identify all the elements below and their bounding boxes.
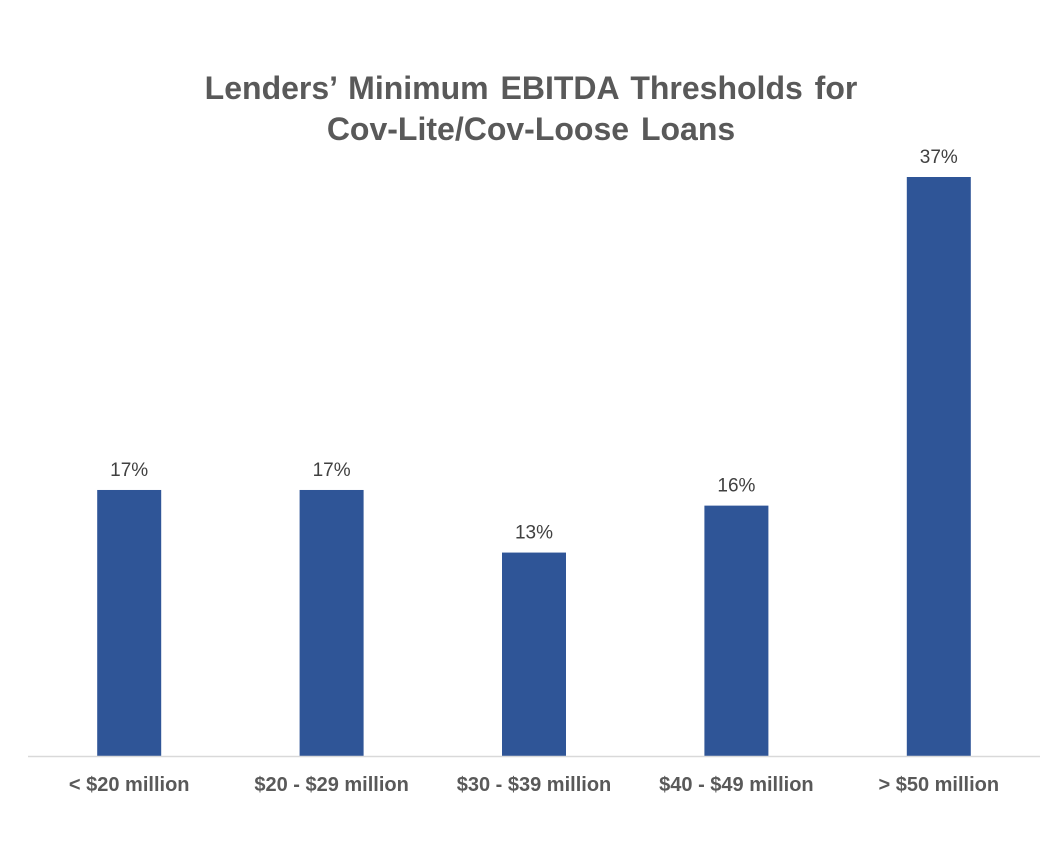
bar-1	[299, 489, 364, 756]
bar-4	[906, 177, 971, 756]
data-label-0: 17%	[110, 460, 148, 481]
data-label-4: 37%	[920, 147, 958, 168]
x-tick-label-0: < $20 million	[69, 774, 190, 796]
chart-title: Lenders’ Minimum EBITDA Thresholds for C…	[0, 68, 1062, 150]
x-tick-label-1: $20 - $29 million	[254, 774, 409, 796]
chart-title-line-2: Cov-Lite/Cov-Loose Loans	[326, 111, 736, 147]
data-label-3: 16%	[717, 476, 755, 497]
bar-2	[502, 552, 566, 756]
bar-3	[704, 505, 769, 756]
x-tick-label-2: $30 - $39 million	[457, 774, 612, 796]
data-label-2: 13%	[515, 523, 553, 544]
chart-title-line-1: Lenders’ Minimum EBITDA Thresholds for	[204, 70, 858, 106]
data-label-1: 17%	[313, 460, 351, 481]
x-tick-label-4: > $50 million	[878, 774, 999, 796]
bar-0	[97, 489, 162, 756]
x-tick-label-3: $40 - $49 million	[659, 774, 814, 796]
